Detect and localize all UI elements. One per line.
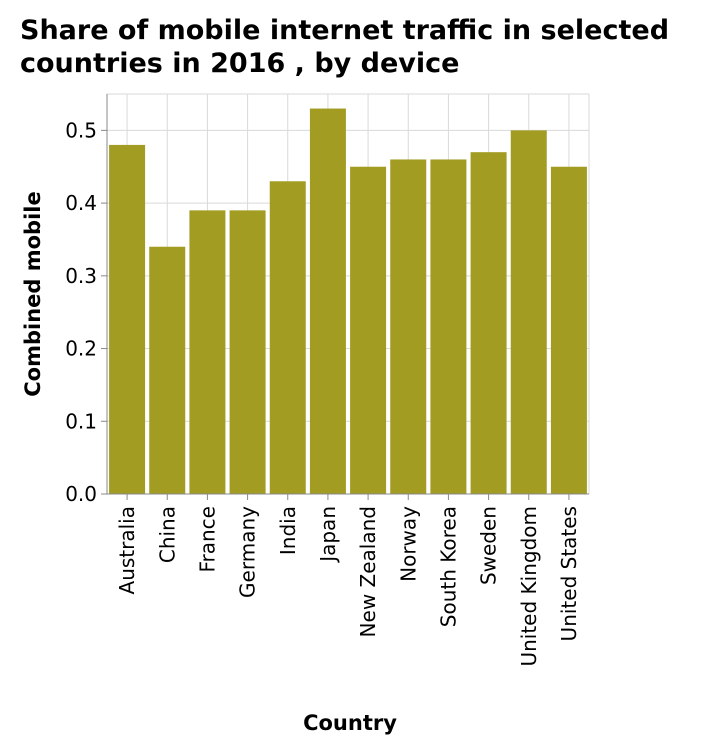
x-tick-label: United Kingdom	[517, 506, 541, 667]
bars	[109, 108, 587, 495]
y-tick-label: 0.5	[65, 118, 97, 142]
y-tick-label: 0.0	[65, 482, 97, 506]
x-tick-label: Japan	[316, 506, 340, 564]
x-tick-label: India	[276, 506, 300, 555]
bar	[269, 181, 306, 495]
bar	[149, 246, 186, 494]
x-tick-label: France	[195, 506, 219, 573]
bar	[109, 144, 146, 494]
x-axis-title: Country	[303, 711, 397, 735]
bar	[309, 108, 346, 494]
bar	[390, 159, 427, 495]
bar	[189, 210, 226, 494]
bar	[550, 166, 587, 494]
x-tick-label: United States	[557, 506, 581, 641]
y-tick-label: 0.3	[65, 264, 97, 288]
x-tick-label: China	[155, 506, 179, 563]
y-ticks: 0.0 0.1 0.2 0.3 0.4 0.5	[65, 118, 107, 506]
x-tick-label: Australia	[115, 506, 139, 594]
x-ticks: Australia China France Germany India Japan New…	[115, 494, 581, 667]
y-tick-label: 0.4	[65, 191, 97, 215]
bar	[430, 159, 467, 495]
x-tick-label: New Zealand	[356, 506, 380, 637]
y-tick-label: 0.1	[65, 409, 97, 433]
x-tick-label: Sweden	[477, 506, 501, 585]
axes	[106, 94, 589, 495]
y-tick-label: 0.2	[65, 337, 97, 361]
y-axis-title: Combined mobile	[21, 191, 45, 396]
bar	[350, 166, 387, 494]
chart-title: Share of mobile internet traffic in sele…	[20, 15, 670, 79]
x-tick-label: Norway	[396, 506, 420, 582]
x-tick-label: South Korea	[436, 506, 460, 627]
bar	[229, 210, 266, 494]
bar	[510, 130, 547, 494]
x-tick-label: Germany	[236, 506, 260, 598]
bar	[470, 152, 507, 494]
